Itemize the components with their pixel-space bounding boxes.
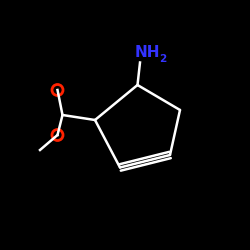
Text: NH: NH — [135, 45, 160, 60]
Text: 2: 2 — [159, 54, 166, 64]
